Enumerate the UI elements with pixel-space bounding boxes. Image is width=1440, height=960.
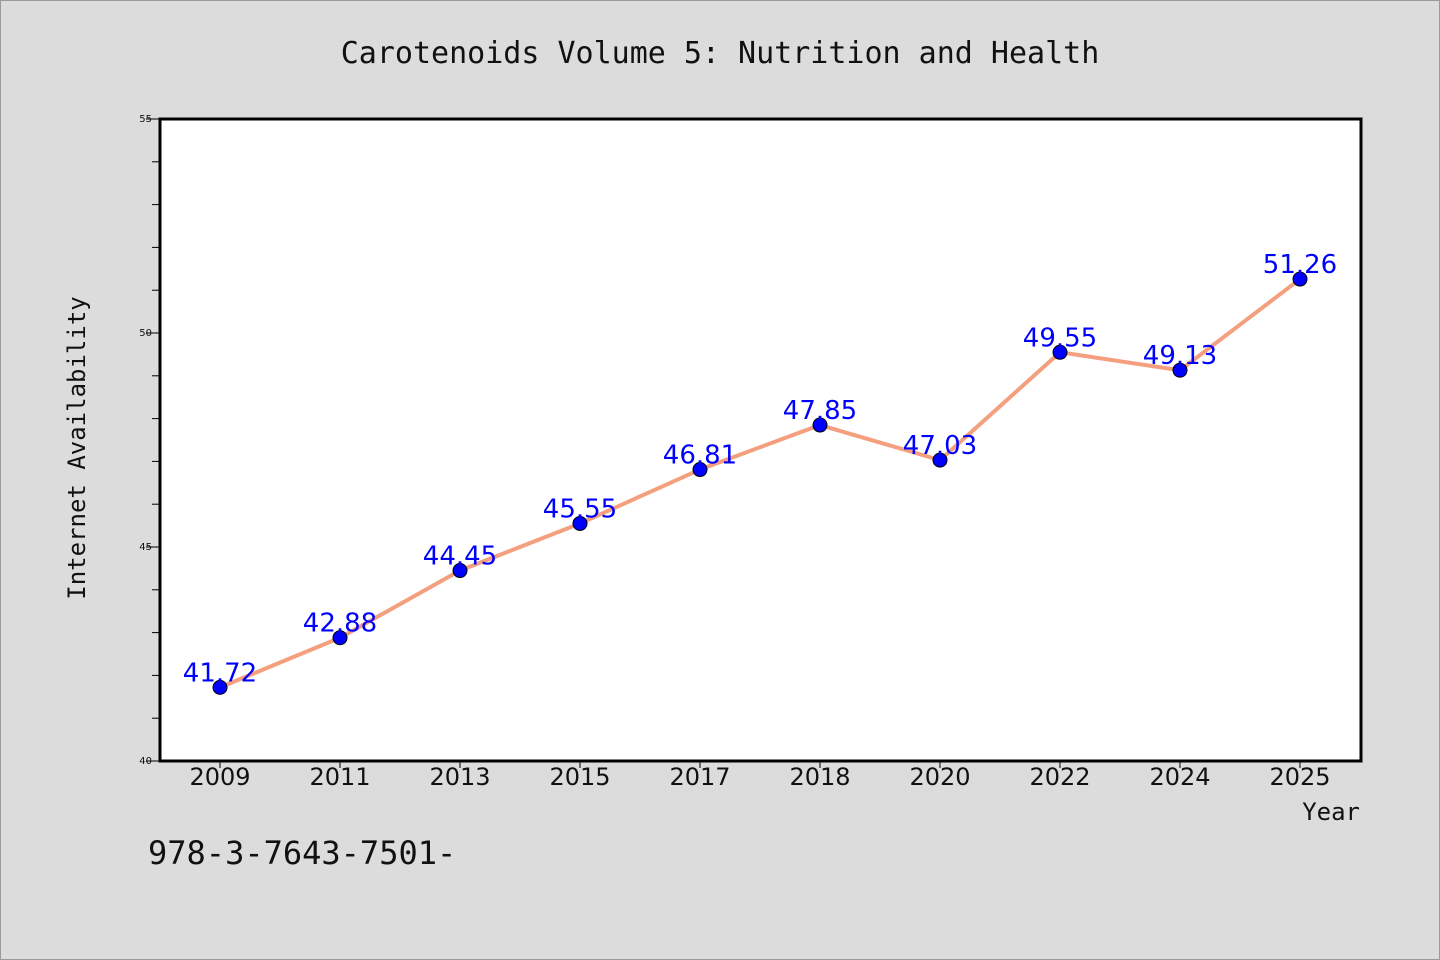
data-label: 45.55 (543, 494, 617, 524)
data-label: 42.88 (303, 609, 377, 639)
x-tick-label: 2018 (789, 763, 850, 791)
data-point (212, 679, 228, 695)
y-tick-label: 40 (139, 756, 152, 767)
y-axis-ticks: 40 45 50 55 (139, 114, 160, 767)
data-label: 46.81 (663, 441, 737, 471)
x-tick-label: 2013 (429, 763, 490, 791)
data-point (932, 452, 948, 468)
data-label: 47.03 (903, 431, 977, 461)
x-tick-label: 2025 (1269, 763, 1330, 791)
data-label: 44.45 (423, 542, 497, 572)
data-point (1172, 362, 1188, 378)
x-tick-label: 2011 (309, 763, 370, 791)
data-point (572, 515, 588, 531)
x-axis-ticks: 2009 2011 2013 2015 2017 2018 2020 2022 2024 2025 (189, 761, 1331, 791)
data-point (812, 417, 828, 433)
isbn-text: 978-3-7643-7501- (148, 834, 456, 872)
data-point (1292, 271, 1308, 287)
data-label: 51.26 (1263, 250, 1337, 280)
data-label: 49.55 (1023, 323, 1097, 353)
x-tick-label: 2017 (669, 763, 730, 791)
x-tick-label: 2022 (1029, 763, 1090, 791)
data-point (692, 462, 708, 478)
data-point (332, 630, 348, 646)
x-tick-label: 2024 (1149, 763, 1210, 791)
data-point (452, 563, 468, 579)
data-label: 49.13 (1143, 341, 1217, 371)
chart-title: Carotenoids Volume 5: Nutrition and Heal… (341, 36, 1100, 71)
x-tick-label: 2020 (909, 763, 970, 791)
series-markers (212, 271, 1308, 695)
x-tick-label: 2015 (549, 763, 610, 791)
plot-area (158, 117, 1363, 763)
series-line-group (218, 277, 1302, 690)
x-axis-label: Year (1302, 798, 1360, 826)
y-tick-label: 50 (139, 328, 152, 339)
data-label: 47.85 (783, 396, 857, 426)
data-label: 41.72 (183, 658, 257, 688)
x-tick-label: 2009 (189, 763, 250, 791)
y-tick-label: 55 (139, 114, 152, 125)
data-point (1052, 344, 1068, 360)
series-line (218, 277, 1302, 690)
data-labels: 41.72 42.88 44.45 45.55 46.81 47.85 47.03 49.55… (183, 250, 1337, 688)
y-tick-label: 45 (139, 542, 152, 553)
y-axis-label: Internet Availability (63, 296, 91, 599)
